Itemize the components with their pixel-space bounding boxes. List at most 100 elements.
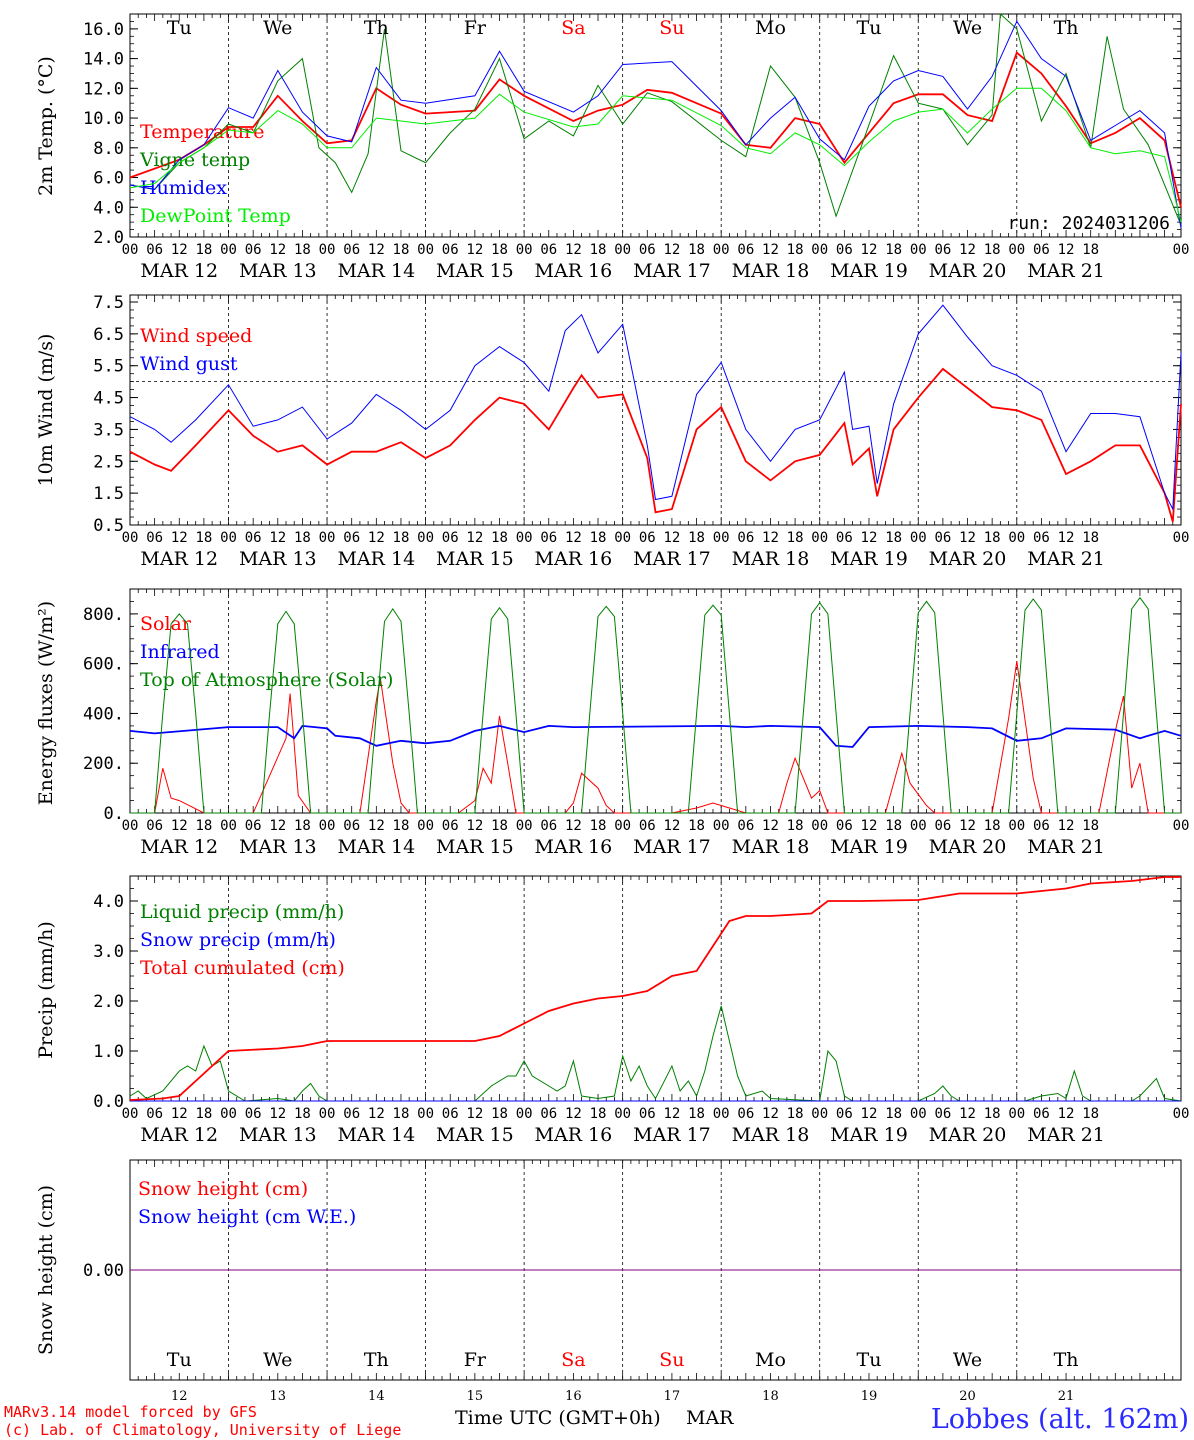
y-tick-label: 0.00 (83, 1261, 124, 1281)
series-line-blue (129, 20, 1182, 229)
weekday-label: Sa (561, 17, 585, 39)
y-tick-label: 1.0 (93, 1042, 124, 1062)
panel-5: 0.00 Snow height (cm) Snow height (cm) Snow… (35, 1159, 1182, 1404)
legend-entry: Snow height (cm) (138, 1178, 308, 1200)
series-line-red (130, 661, 1181, 814)
hour-tick-label: 18 (984, 818, 1001, 834)
weekday-label: Th (1054, 1349, 1079, 1371)
hour-tick-label: 18 (195, 1106, 212, 1122)
date-label: MAR 14 (337, 548, 415, 570)
hour-tick-label: 12 (762, 242, 779, 258)
hour-tick-label: 06 (146, 1106, 163, 1122)
hour-tick-label: 18 (885, 530, 902, 546)
hour-tick-label: 12 (171, 818, 188, 834)
hour-tick-label: 00 (713, 242, 730, 258)
hour-tick-label: 00 (811, 242, 828, 258)
y-tick-label: 3.0 (93, 942, 124, 962)
hour-tick-label: 06 (639, 530, 656, 546)
hour-tick-label: 00 (713, 818, 730, 834)
date-label: MAR 19 (830, 260, 908, 282)
hour-tick-label: 18 (1082, 242, 1099, 258)
hour-tick-label: 06 (245, 1106, 262, 1122)
hour-tick-label: 12 (171, 242, 188, 258)
hour-tick-label: 06 (934, 1106, 951, 1122)
hour-tick-label: 00 (516, 818, 533, 834)
weekday-label: Tu (167, 17, 192, 39)
date-label: MAR 21 (1027, 548, 1105, 570)
series-line-lightgreen (129, 87, 1182, 223)
date-label: MAR 13 (239, 836, 317, 858)
date-label: MAR 19 (830, 836, 908, 858)
hour-tick-label: 12 (269, 1106, 286, 1122)
hour-tick-label: 12 (466, 242, 483, 258)
date-label: MAR 15 (436, 836, 514, 858)
hour-tick-label: 18 (491, 1106, 508, 1122)
hour-tick-label: 06 (442, 242, 459, 258)
hour-tick-label: 18 (294, 818, 311, 834)
hour-tick-label: 00 (319, 1106, 336, 1122)
hour-tick-label: 00 (1008, 1106, 1025, 1122)
weekday-label: Th (1054, 17, 1079, 39)
hour-tick-label: 06 (934, 818, 951, 834)
date-label: MAR 15 (436, 1124, 514, 1146)
y-tick-label: 2.0 (93, 228, 124, 248)
hour-tick-label: 06 (343, 818, 360, 834)
hour-tick-label: 00 (516, 530, 533, 546)
hour-tick-label: 06 (836, 530, 853, 546)
panel-3: 0. 200. 400. 600. 800. Energy fluxes (W/m²) So… (35, 588, 1189, 858)
hour-tick-label: 12 (171, 530, 188, 546)
legend-entry: Total cumulated (cm) (140, 957, 345, 979)
day-number-label: 17 (664, 1389, 681, 1404)
y-tick-label: 14.0 (83, 50, 124, 70)
hour-tick-label: 12 (269, 530, 286, 546)
weekday-label: Mo (755, 1349, 786, 1371)
hour-tick-label: 00 (910, 1106, 927, 1122)
legend-entry: Vigne temp (139, 149, 250, 171)
y-tick-label: 1.5 (93, 484, 124, 504)
hour-tick-label: 18 (984, 1106, 1001, 1122)
y-axis-title: Snow height (cm) (35, 1185, 57, 1355)
hour-tick-label: 00 (220, 1106, 237, 1122)
weekday-label: Fr (464, 1349, 487, 1371)
series-line-red (129, 367, 1182, 523)
y-tick-label: 400. (83, 704, 124, 724)
y-axis-title: Precip (mm/h) (35, 921, 57, 1059)
hour-tick-label: 18 (1082, 1106, 1099, 1122)
hour-tick-label: 18 (885, 1106, 902, 1122)
hour-tick-label: 06 (737, 242, 754, 258)
legend-entry: DewPoint Temp (140, 205, 291, 227)
hour-tick-label: 06 (540, 242, 557, 258)
hour-tick-label: 18 (590, 1106, 607, 1122)
hour-tick-label: 06 (934, 530, 951, 546)
hour-tick-label: 00 (1008, 530, 1025, 546)
hour-tick-label: 18 (393, 242, 410, 258)
hour-tick-label: 06 (245, 530, 262, 546)
hour-tick-label: 12 (663, 818, 680, 834)
legend-entry: Humidex (140, 177, 227, 199)
date-label: MAR 20 (929, 548, 1007, 570)
hour-tick-label: 00 (516, 242, 533, 258)
hour-tick-label: 00 (122, 818, 139, 834)
hour-tick-label: 00 (614, 1106, 631, 1122)
y-tick-label: 6.0 (93, 169, 124, 189)
hour-tick-label: 18 (491, 818, 508, 834)
hour-tick-label: 00 (811, 818, 828, 834)
legend-entry: Top of Atmosphere (Solar) (140, 669, 393, 691)
weekday-label: Tu (857, 17, 882, 39)
y-axis-title: 2m Temp. (°C) (35, 56, 57, 196)
footer-credit-line: (c) Lab. of Climatology, University of L… (4, 1421, 401, 1439)
hour-tick-label: 12 (565, 530, 582, 546)
y-tick-label: 4.0 (93, 892, 124, 912)
date-label: MAR 19 (830, 548, 908, 570)
hour-tick-label: 12 (762, 818, 779, 834)
panel-4: 0.0 1.0 2.0 3.0 4.0 Precip (mm/h) Liquid preci… (35, 875, 1189, 1146)
date-label: MAR 21 (1027, 836, 1105, 858)
weekday-label: We (263, 1349, 292, 1371)
y-tick-label: 3.5 (93, 420, 124, 440)
y-tick-label: 6.5 (93, 325, 124, 345)
series-line-green (130, 596, 1181, 814)
date-label: MAR 18 (732, 836, 810, 858)
hour-tick-label: 18 (787, 242, 804, 258)
series-line-red (129, 876, 1181, 1101)
